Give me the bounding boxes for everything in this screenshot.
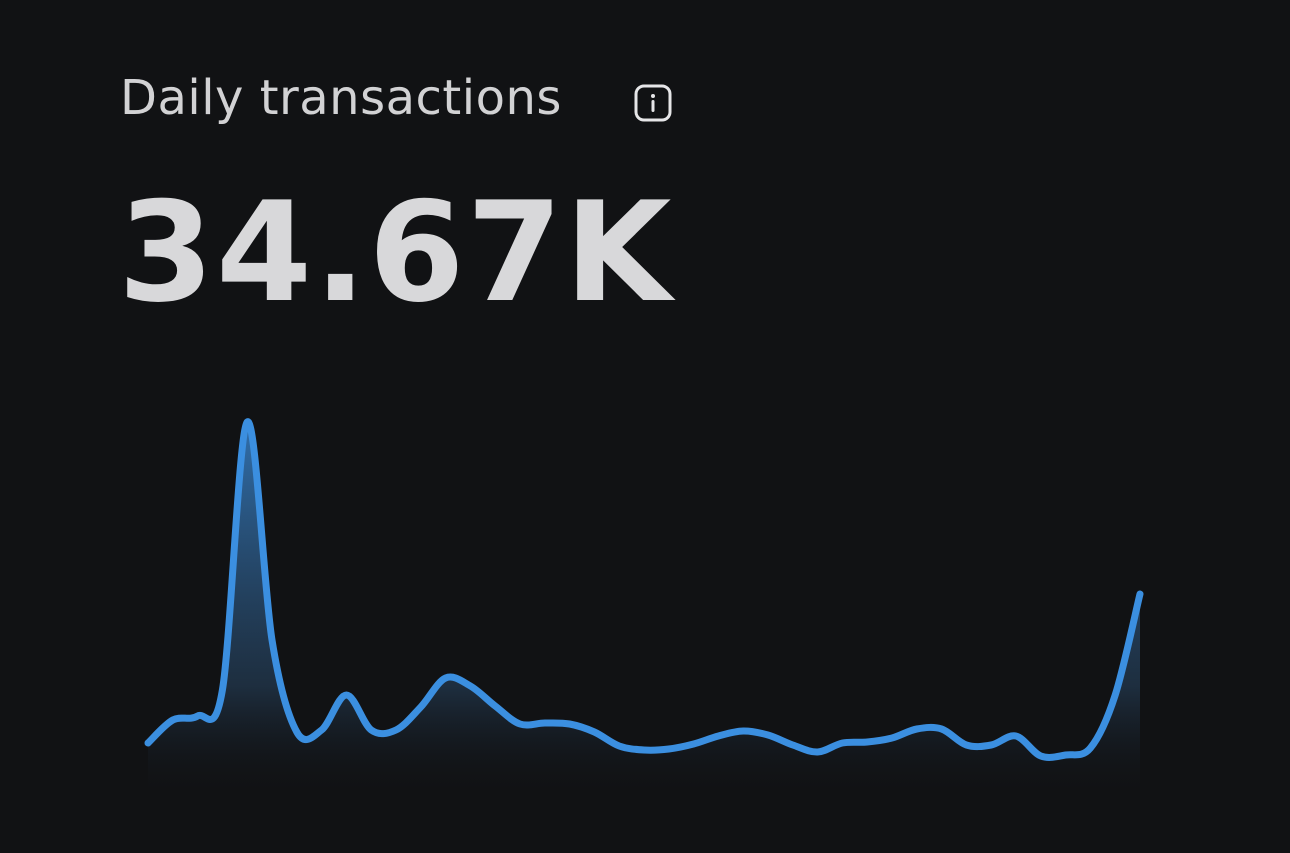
- info-icon[interactable]: [634, 84, 672, 122]
- area: [148, 421, 1140, 800]
- line: [144, 418, 1144, 761]
- metric-value: 34.67K: [118, 172, 674, 333]
- card-title: Daily transactions: [120, 70, 562, 126]
